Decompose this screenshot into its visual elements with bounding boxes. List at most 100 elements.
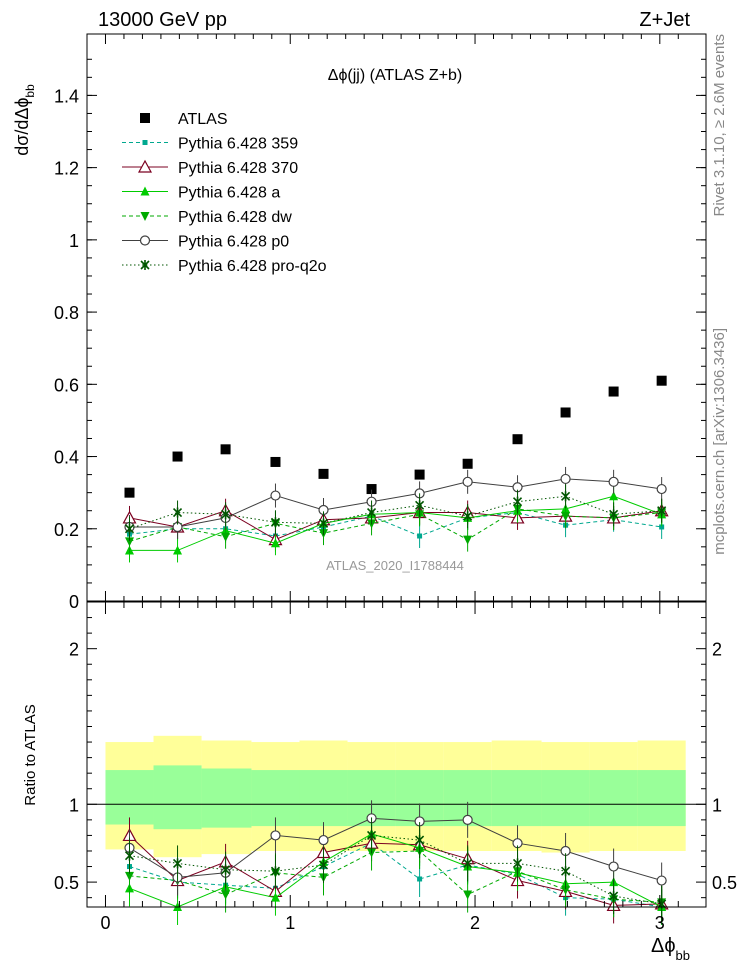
data-point [656, 483, 667, 495]
uncertainty-band-inner [541, 770, 590, 827]
data-point [172, 451, 183, 462]
header-left: 13000 GeV pp [98, 9, 227, 31]
legend-marker [140, 260, 150, 270]
data-point [221, 864, 231, 875]
y-tick-label: 0.8 [54, 303, 79, 323]
series-pythia-6-428-pro-q2o [124, 484, 667, 541]
data-point [366, 507, 377, 518]
header-right: Z+Jet [639, 9, 690, 31]
series-line [129, 495, 662, 530]
legend-label: Pythia 6.428 dw [178, 209, 292, 226]
data-point [609, 491, 619, 501]
data-point [463, 890, 473, 900]
y-tick-label: 0.6 [54, 375, 79, 395]
series-pythia-6-428-370 [122, 498, 669, 552]
data-point [172, 507, 183, 518]
data-point [608, 476, 619, 487]
legend-label: ATLAS [178, 111, 228, 128]
ratio-plot-frame [86, 601, 707, 908]
data-point [221, 890, 231, 900]
uncertainty-band-inner [491, 770, 542, 827]
legend-label: Pythia 6.428 a [178, 185, 280, 202]
data-point [124, 871, 134, 881]
legend-item: Pythia 6.428 359 [122, 136, 298, 153]
series-line [129, 495, 662, 551]
x-tick-label: 1 [285, 913, 295, 933]
data-point [221, 509, 231, 520]
data-point [414, 469, 425, 480]
main-title: Δϕ(jj) (ATLAS Z+b) [328, 67, 462, 84]
x-tick-label: 0 [100, 913, 110, 933]
legend-marker [140, 212, 150, 221]
legend-label: Pythia 6.428 370 [178, 160, 298, 177]
data-point [415, 500, 425, 511]
data-point [270, 538, 280, 548]
y-tick-label-right: 2 [712, 640, 722, 660]
data-point [656, 875, 667, 886]
legend-marker [137, 159, 153, 173]
y-tick-label: 0.2 [54, 520, 79, 540]
main-ylabel: dσ/dΔϕbb [12, 84, 37, 156]
data-point [656, 375, 667, 386]
series-line [129, 834, 662, 905]
uncertainty-band-inner [637, 770, 686, 827]
legend-item: Pythia 6.428 370 [122, 159, 298, 177]
series-atlas [124, 375, 667, 498]
legend-label: Pythia 6.428 p0 [178, 234, 289, 251]
data-point [462, 458, 473, 469]
main-plot-panel: 00.20.40.60.811.21.4 Δϕ(jj) (ATLAS Z+b) … [12, 33, 707, 612]
data-point [608, 386, 619, 397]
data-point [462, 476, 473, 487]
y-tick-label: 2 [69, 640, 79, 660]
y-tick-label: 1 [69, 231, 79, 251]
data-point [318, 518, 329, 529]
data-point [609, 891, 619, 902]
data-point [318, 468, 329, 479]
legend-marker [142, 140, 148, 145]
data-point [608, 861, 619, 872]
series-line [129, 842, 662, 908]
series-line [129, 508, 662, 542]
uncertainty-band-inner [105, 770, 154, 825]
data-point [124, 850, 135, 861]
y-tick-label: 1.2 [54, 159, 79, 179]
main-plot-frame [86, 33, 707, 602]
data-point [659, 524, 665, 530]
data-point [561, 491, 571, 502]
data-point [560, 407, 571, 418]
legend-item: Pythia 6.428 pro-q2o [122, 258, 327, 275]
data-point [220, 444, 231, 455]
legend-marker [140, 113, 150, 123]
data-point [366, 484, 377, 495]
data-point [318, 859, 329, 870]
data-point [417, 533, 423, 539]
data-point [172, 858, 183, 869]
series-pythia-6-428-pro-q2o [124, 817, 667, 922]
uncertainty-band-inner [589, 770, 638, 827]
data-point [270, 892, 280, 902]
y-tick-label: 1 [69, 795, 79, 815]
data-point [417, 876, 423, 882]
data-point [463, 511, 473, 522]
series-line [129, 510, 662, 541]
site-label: mcplots.cern.ch [arXiv:1306.3436] [711, 328, 728, 555]
y-tick-label-right: 0.5 [712, 873, 737, 893]
data-point [462, 814, 473, 825]
x-tick-label: 2 [470, 913, 480, 933]
uncertainty-band-inner [251, 770, 300, 827]
series-line [129, 478, 662, 528]
legend-item: ATLAS [140, 111, 228, 128]
data-point [561, 512, 571, 522]
legend-item: Pythia 6.428 p0 [122, 234, 289, 251]
data-point [270, 517, 281, 528]
uncertainty-band-inner [201, 768, 252, 828]
legend-item: Pythia 6.428 a [122, 185, 280, 202]
data-point [270, 456, 281, 467]
series-pythia-6-428-p0 [124, 466, 667, 539]
ratio-xlabel: Δϕbb [651, 935, 690, 963]
ratio-ylabel: Ratio to ATLAS [22, 704, 39, 805]
data-point [270, 866, 281, 877]
series-line [129, 850, 662, 903]
series-line [129, 511, 662, 537]
